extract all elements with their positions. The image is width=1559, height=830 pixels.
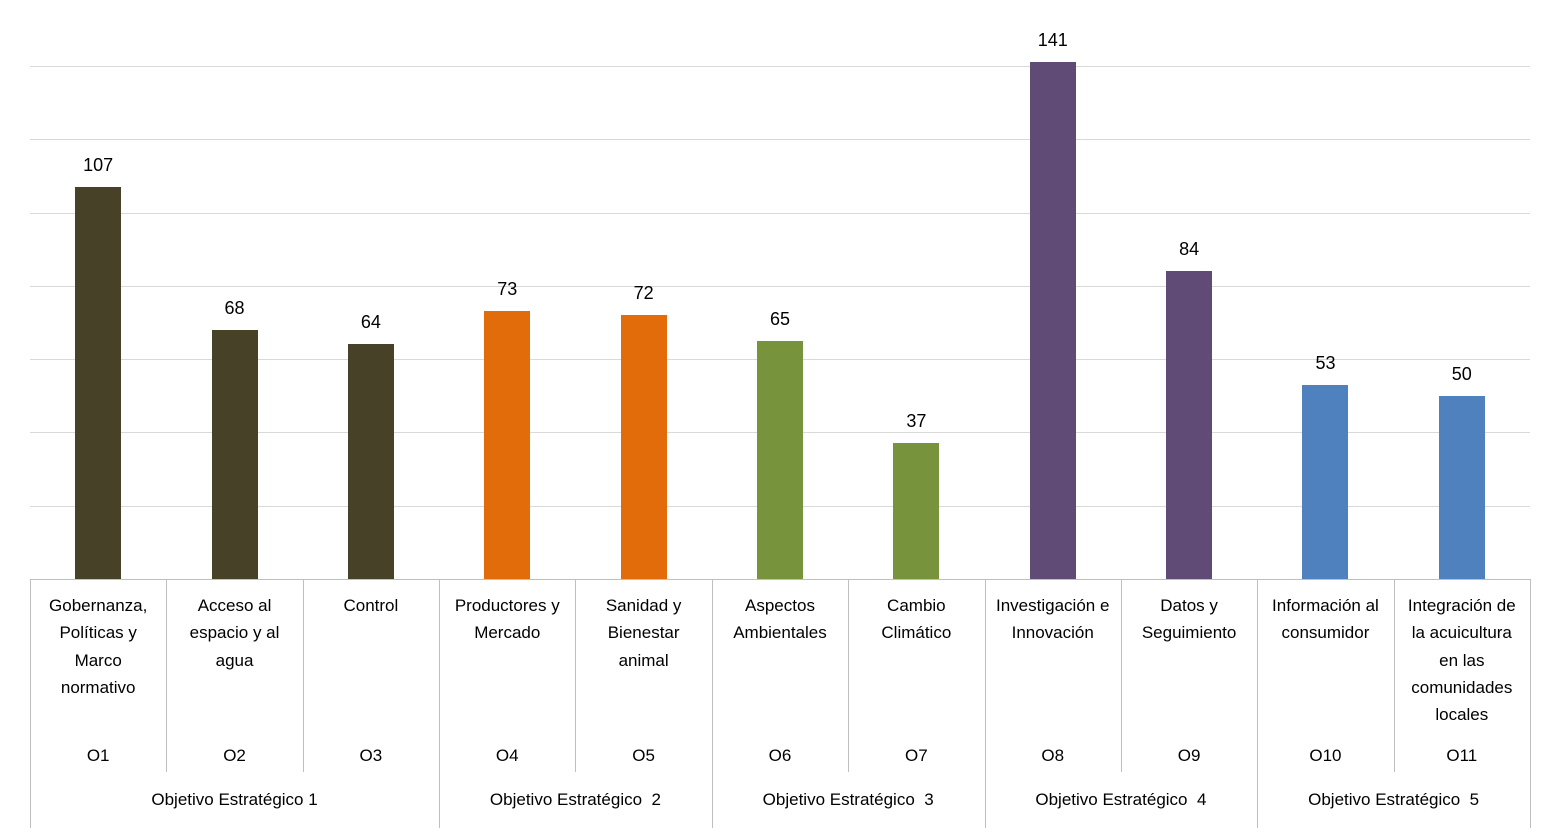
x-axis-line (30, 579, 1530, 580)
bar-O11 (1438, 395, 1485, 579)
group-divider (1530, 579, 1531, 828)
bar-O10 (1302, 384, 1349, 579)
category-divider (302, 579, 304, 772)
category-label-O8: Investigación e Innovación (996, 596, 1110, 643)
data-label-O10: 53 (1315, 352, 1336, 373)
category-label-O3: Control (343, 596, 399, 615)
category-code-O8: O8 (1041, 746, 1065, 765)
category-label-O11: Integración de la acuicultura en las com… (1407, 596, 1516, 725)
category-code-O9: O9 (1177, 746, 1201, 765)
bar-O7 (893, 443, 940, 579)
category-label-O10: Información al consumidor (1272, 596, 1379, 643)
data-label-O9: 84 (1179, 239, 1200, 260)
category-label-O5: Sanidad y Bienestar animal (605, 596, 682, 670)
category-code-O7: O7 (905, 746, 928, 765)
group-divider (711, 579, 713, 828)
gridline-140 (30, 65, 1530, 67)
category-code-O1: O1 (86, 746, 110, 765)
data-label-O5: 72 (633, 283, 654, 304)
category-code-O2: O2 (223, 746, 246, 765)
category-label-O1: Gobernanza, Políticas y Marco normativo (49, 596, 148, 697)
category-code-O10: O10 (1309, 746, 1342, 765)
bar-O8 (1029, 62, 1076, 579)
bar-O4 (484, 311, 531, 579)
bar-O1 (75, 186, 122, 579)
group-label-5: Objetivo Estratégico 5 (1308, 790, 1480, 809)
data-label-O8: 141 (1037, 30, 1068, 51)
category-code-O11: O11 (1446, 746, 1478, 765)
bar-O5 (620, 315, 667, 579)
group-label-3: Objetivo Estratégico 3 (762, 790, 934, 809)
group-label-1: Objetivo Estratégico 1 (151, 790, 318, 809)
gridline-100 (30, 212, 1530, 214)
data-label-O2: 68 (224, 297, 245, 318)
category-divider (575, 579, 577, 772)
data-label-O7: 37 (906, 411, 927, 432)
category-label-O9: Datos y Seguimiento (1141, 596, 1237, 643)
category-code-O6: O6 (768, 746, 792, 765)
group-divider (1257, 579, 1259, 828)
bar-O9 (1166, 271, 1213, 579)
bar-O2 (211, 329, 258, 579)
data-label-O11: 50 (1451, 363, 1472, 384)
category-label-O4: Productores y Mercado (454, 596, 560, 643)
group-divider (984, 579, 986, 828)
data-label-O3: 64 (360, 312, 381, 333)
group-label-2: Objetivo Estratégico 2 (489, 790, 661, 809)
category-code-O4: O4 (495, 746, 519, 765)
category-divider (1120, 579, 1122, 772)
category-divider (1393, 579, 1395, 772)
data-label-O4: 73 (497, 279, 518, 300)
category-label-O2: Acceso al espacio y al agua (189, 596, 280, 670)
bar-O3 (347, 344, 394, 579)
category-label-O7: Cambio Climático (881, 596, 952, 643)
group-divider (439, 579, 441, 828)
category-code-O3: O3 (359, 746, 383, 765)
category-divider (848, 579, 850, 772)
group-divider (30, 579, 31, 828)
bar-O6 (757, 340, 803, 579)
category-divider (166, 579, 168, 772)
data-label-O1: 107 (83, 154, 114, 175)
gridline-120 (30, 139, 1530, 141)
data-label-O6: 65 (769, 308, 791, 329)
group-label-4: Objetivo Estratégico 4 (1035, 790, 1207, 809)
category-label-O6: Aspectos Ambientales (733, 596, 827, 643)
category-code-O5: O5 (632, 746, 655, 765)
gridline-80 (30, 285, 1530, 287)
